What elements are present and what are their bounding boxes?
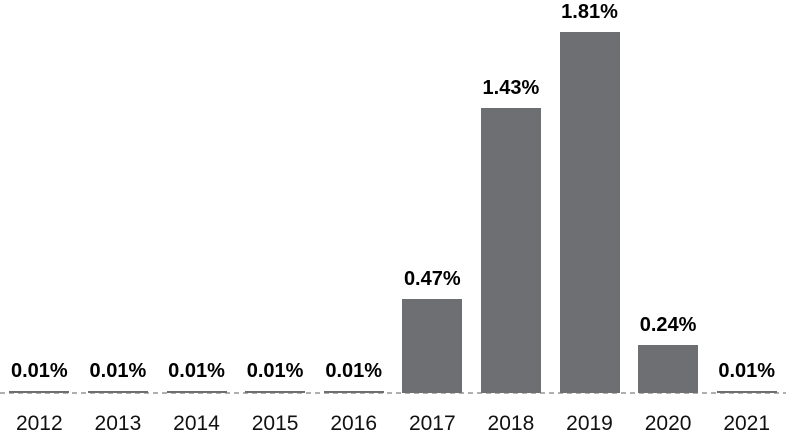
- bar-2012: [9, 391, 70, 393]
- bar-value-label-2012: 0.01%: [10, 360, 68, 382]
- bar-value-label-2017: 0.47%: [403, 268, 461, 291]
- bar-2020: [638, 345, 699, 393]
- bar-2019: [559, 31, 620, 393]
- bar-2014: [166, 391, 227, 393]
- bar-value-label-2013: 0.01%: [89, 360, 147, 382]
- x-tick-label-2014: 2014: [173, 412, 220, 435]
- bar-2013: [87, 391, 148, 393]
- bar-value-label-2021: 0.01%: [718, 360, 776, 382]
- bar-value-label-2015: 0.01%: [246, 360, 304, 382]
- bar-2015: [245, 391, 306, 393]
- bar-2021: [716, 391, 777, 393]
- x-tick-label-2016: 2016: [330, 412, 378, 435]
- bar-2018: [480, 107, 541, 393]
- x-tick-label-2019: 2019: [566, 412, 613, 435]
- x-tick-label-2018: 2018: [487, 412, 535, 435]
- x-tick-label-2017: 2017: [408, 412, 456, 435]
- x-tick-label-2012: 2012: [15, 412, 63, 435]
- x-axis-baseline: [0, 392, 786, 394]
- bar-value-label-2014: 0.01%: [168, 360, 225, 382]
- x-tick-label-2015: 2015: [251, 412, 299, 435]
- bar-value-label-2019: 1.81%: [561, 0, 618, 23]
- bar-value-label-2020: 0.24%: [639, 314, 697, 337]
- bar-2016: [323, 391, 384, 393]
- bar-2017: [402, 299, 463, 393]
- bar-value-label-2018: 1.43%: [482, 76, 540, 99]
- x-tick-label-2021: 2021: [723, 412, 771, 435]
- x-tick-label-2020: 2020: [644, 412, 692, 435]
- x-tick-label-2013: 2013: [94, 412, 142, 435]
- bar-value-label-2016: 0.01%: [325, 360, 383, 382]
